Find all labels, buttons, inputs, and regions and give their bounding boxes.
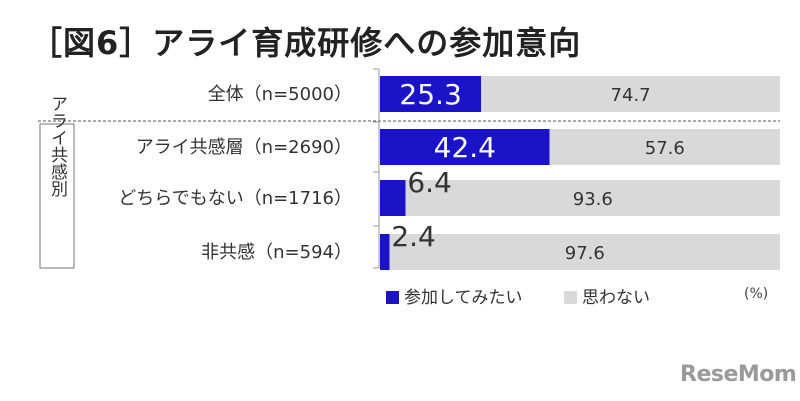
value-label-not: 57.6 [645, 138, 685, 159]
bar-participate [380, 180, 406, 216]
category-labels-layer: 全体（n=5000） アライ共感層（n=2690） どちらでもない（n=1716） 非… [118, 84, 352, 263]
axis-ticks-layer [373, 68, 379, 269]
legend-label: 参加してみたい [404, 288, 523, 308]
value-label-participate: 2.4 [391, 220, 436, 253]
value-label-participate: 25.3 [399, 78, 461, 111]
watermark-logo: ReseMom [680, 362, 797, 387]
bar-participate [380, 76, 482, 112]
value-labels-layer: 25.3 74.7 42.4 57.6 6.4 93.6 2.4 97.6 [391, 78, 685, 264]
value-label-not: 93.6 [573, 189, 613, 210]
chart-title: ［図6］アライ育成研修への参加意向 [30, 24, 582, 62]
legend: 参加してみたい 思わない [386, 288, 650, 308]
legend-swatch [386, 291, 399, 304]
legend-swatch [564, 291, 577, 304]
value-label-not: 97.6 [565, 243, 605, 264]
value-label-participate: 42.4 [434, 131, 496, 164]
bar-not [389, 234, 780, 270]
bar-not [549, 129, 780, 165]
unit-note: (%) [744, 286, 768, 302]
bar-not [481, 76, 780, 112]
bars-layer [380, 76, 780, 270]
bar-participate [380, 234, 390, 270]
category-label: アライ共感層（n=2690） [136, 137, 352, 158]
value-label-participate: 6.4 [407, 166, 452, 199]
bar-not [405, 180, 780, 216]
group-label-box [39, 123, 75, 269]
category-label: 非共感（n=594） [201, 242, 352, 263]
category-label: 全体（n=5000） [208, 84, 352, 105]
legend-label: 思わない [582, 288, 650, 308]
group-label: アライ共感別 [47, 95, 68, 198]
category-label: どちらでもない（n=1716） [118, 188, 352, 209]
value-label-not: 74.7 [611, 85, 651, 106]
bar-participate [380, 129, 550, 165]
